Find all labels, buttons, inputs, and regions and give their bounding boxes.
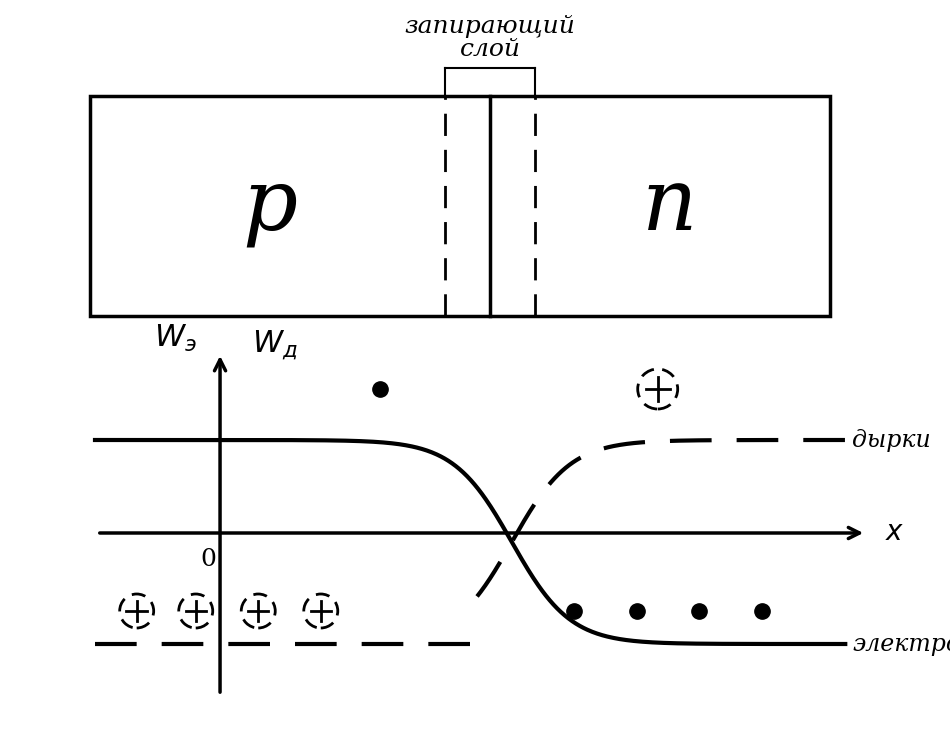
- Text: $W_э$: $W_э$: [154, 322, 197, 353]
- Text: p: p: [242, 165, 297, 247]
- Text: электроны: электроны: [852, 632, 950, 656]
- Bar: [90, 96, 830, 316]
- Text: слой: слой: [460, 38, 521, 62]
- Text: n: n: [642, 165, 697, 247]
- Text: $W_д$: $W_д$: [252, 328, 298, 361]
- Text: запирающий: запирающий: [405, 15, 576, 38]
- Text: $x$: $x$: [885, 520, 904, 547]
- Text: дырки: дырки: [852, 428, 931, 451]
- Text: 0: 0: [200, 548, 216, 571]
